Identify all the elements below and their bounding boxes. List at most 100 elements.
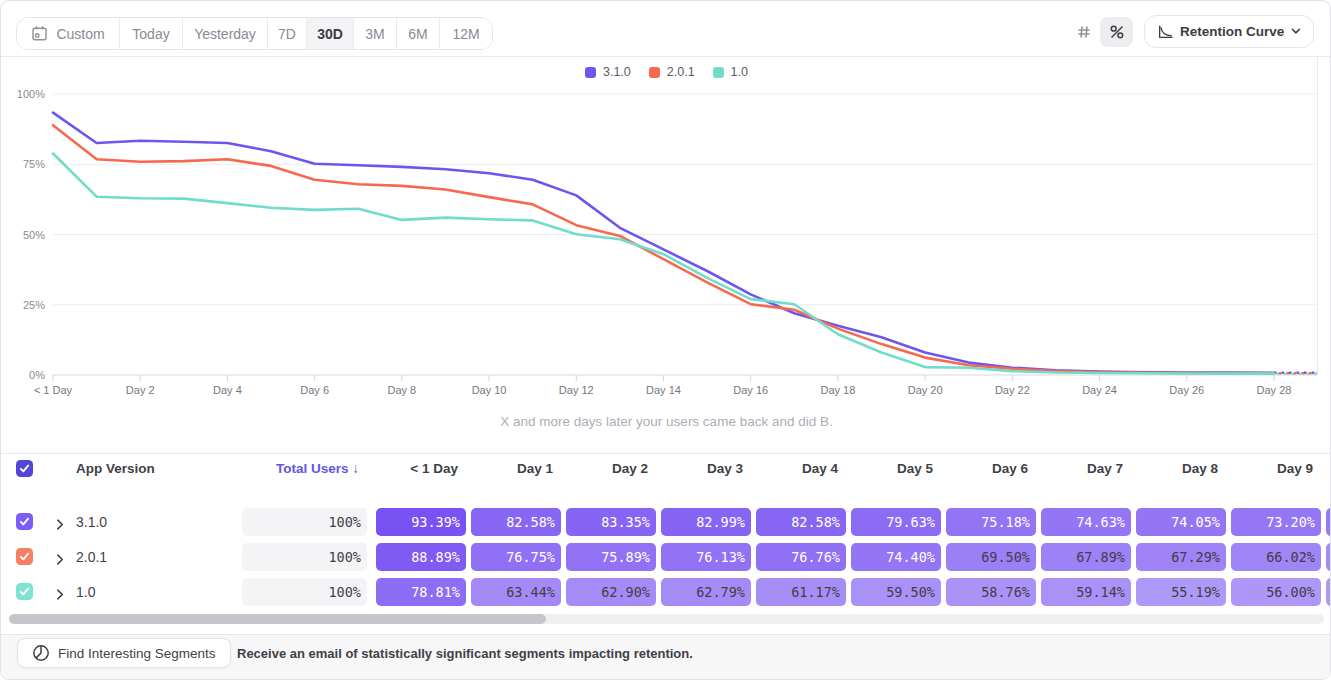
- retention-cell: 82.58%: [471, 508, 561, 536]
- x-axis-label: Day 6: [300, 384, 329, 396]
- x-axis-label: < 1 Day: [34, 384, 73, 396]
- app-version-value: 1.0: [76, 584, 95, 600]
- row-checkbox-3.1.0[interactable]: [16, 513, 33, 530]
- day-column-header: Day 2: [566, 461, 656, 476]
- total-users-cell: 100%: [242, 508, 367, 536]
- check-icon: [18, 515, 31, 528]
- app-version-header: App Version: [76, 461, 155, 476]
- retention-cell: 74.63%: [1041, 508, 1131, 536]
- chart-right-border: [1317, 57, 1318, 375]
- day-column-header: Day 5: [851, 461, 941, 476]
- retention-cell: 78.81%: [376, 578, 466, 606]
- x-axis-label: Day 18: [820, 384, 855, 396]
- check-icon: [18, 585, 31, 598]
- retention-cell: 75.89%: [566, 543, 656, 571]
- chevron-right-icon: [56, 519, 64, 530]
- retention-cell: 73.20%: [1231, 508, 1321, 536]
- retention-cell: 74.05%: [1136, 508, 1226, 536]
- retention-cell: 82.58%: [756, 508, 846, 536]
- day-column-header: Day 10: [1326, 461, 1331, 476]
- row-checkbox-1.0[interactable]: [16, 583, 33, 600]
- retention-cell: 75.18%: [946, 508, 1036, 536]
- table-divider: [1, 453, 1331, 454]
- retention-cell: 61.17%: [756, 578, 846, 606]
- scrollbar-thumb[interactable]: [9, 614, 546, 624]
- y-axis-label: 50%: [23, 229, 45, 241]
- expand-row-button[interactable]: [56, 516, 64, 534]
- retention-report-card: CustomTodayYesterday7D30D3M6M12M Retenti…: [0, 0, 1331, 680]
- retention-cell: 79.63%: [851, 508, 941, 536]
- y-axis-label: 0%: [29, 369, 45, 381]
- retention-cell: 56.00%: [1231, 578, 1321, 606]
- total-users-header[interactable]: Total Users ↓: [242, 461, 367, 476]
- x-axis-label: Day 24: [1082, 384, 1117, 396]
- retention-cell: 88.89%: [376, 543, 466, 571]
- find-segments-button[interactable]: Find Interesting Segments: [17, 638, 231, 668]
- total-users-cell: 100%: [242, 543, 367, 571]
- y-axis-label: 75%: [23, 158, 45, 170]
- footer-message: Receive an email of statistically signif…: [237, 635, 693, 671]
- retention-cell: 59.14%: [1041, 578, 1131, 606]
- retention-cell: 67.29%: [1136, 543, 1226, 571]
- retention-cell: 58.76%: [946, 578, 1036, 606]
- x-axis-label: Day 28: [1257, 384, 1292, 396]
- day-column-header: Day 8: [1136, 461, 1226, 476]
- retention-cell: 62.90%: [566, 578, 656, 606]
- check-icon: [18, 550, 31, 563]
- day-column-header: Day 3: [661, 461, 751, 476]
- retention-cell: 62.79%: [661, 578, 751, 606]
- x-axis-label: Day 16: [733, 384, 768, 396]
- retention-cell: 67.89%: [1041, 543, 1131, 571]
- retention-cell: 59.50%: [851, 578, 941, 606]
- retention-cell: 55.40%: [1326, 578, 1331, 606]
- x-axis-label: Day 14: [646, 384, 681, 396]
- retention-cell: 76.75%: [471, 543, 561, 571]
- chevron-right-icon: [56, 589, 64, 600]
- retention-cell: 66.02%: [1231, 543, 1321, 571]
- horizontal-scrollbar[interactable]: [9, 614, 1324, 624]
- x-axis-label: Day 12: [559, 384, 594, 396]
- x-axis-label: Day 10: [472, 384, 507, 396]
- retention-cell: 55.19%: [1136, 578, 1226, 606]
- x-axis-label: Day 2: [126, 384, 155, 396]
- footer: Find Interesting Segments Receive an ema…: [1, 634, 1331, 680]
- day-column-header: < 1 Day: [376, 461, 466, 476]
- day-column-header: Day 6: [946, 461, 1036, 476]
- x-axis-label: Day 26: [1169, 384, 1204, 396]
- find-segments-label: Find Interesting Segments: [58, 646, 216, 661]
- retention-cell: 74.40%: [851, 543, 941, 571]
- retention-cell: 71.80%: [1326, 508, 1331, 536]
- row-checkbox-2.0.1[interactable]: [16, 548, 33, 565]
- retention-cell: 76.76%: [756, 543, 846, 571]
- retention-chart: 0% 25% 50% 75% 100% < 1 Day Day 2 Day 4 Day 6 Day…: [1, 1, 1331, 451]
- series-line-3.1.0: [53, 113, 1274, 373]
- total-users-cell: 100%: [242, 578, 367, 606]
- segments-icon: [32, 644, 50, 662]
- x-axis-label: Day 8: [387, 384, 416, 396]
- y-axis-label: 25%: [23, 299, 45, 311]
- retention-cell: 83.35%: [566, 508, 656, 536]
- app-version-value: 3.1.0: [76, 514, 107, 530]
- expand-row-button[interactable]: [56, 586, 64, 604]
- chevron-right-icon: [56, 554, 64, 565]
- check-icon: [18, 462, 31, 475]
- retention-cell: 93.39%: [376, 508, 466, 536]
- retention-cell: 63.30%: [1326, 543, 1331, 571]
- retention-cell: 63.44%: [471, 578, 561, 606]
- retention-cell: 76.13%: [661, 543, 751, 571]
- x-axis-label: Day 22: [995, 384, 1030, 396]
- series-line-1.0: [53, 154, 1274, 374]
- day-column-header: Day 7: [1041, 461, 1131, 476]
- day-column-header: Day 9: [1231, 461, 1321, 476]
- retention-cell: 82.99%: [661, 508, 751, 536]
- expand-row-button[interactable]: [56, 551, 64, 569]
- chart-caption: X and more days later your users came ba…: [1, 414, 1331, 429]
- retention-cell: 69.50%: [946, 543, 1036, 571]
- x-axis-label: Day 4: [213, 384, 242, 396]
- app-version-value: 2.0.1: [76, 549, 107, 565]
- x-axis-label: Day 20: [908, 384, 943, 396]
- select-all-checkbox[interactable]: [16, 460, 33, 477]
- day-column-header: Day 4: [756, 461, 846, 476]
- y-axis-label: 100%: [17, 88, 45, 100]
- day-column-header: Day 1: [471, 461, 561, 476]
